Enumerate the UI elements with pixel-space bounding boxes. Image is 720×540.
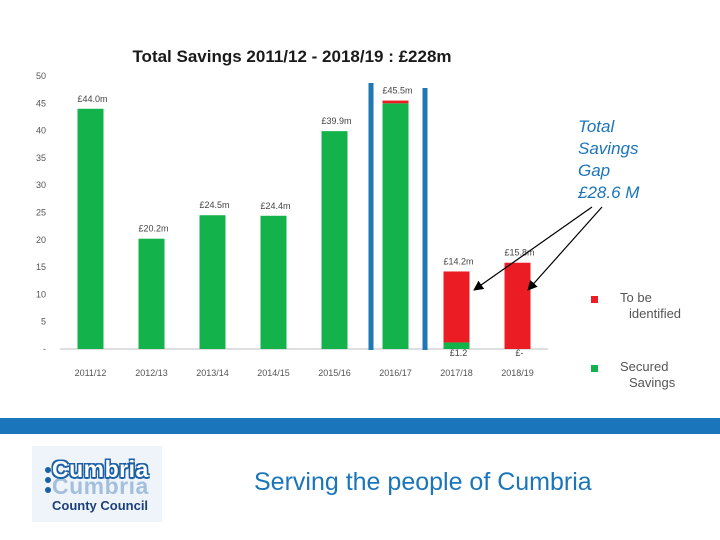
footer-tagline: Serving the people of Cumbria bbox=[254, 468, 592, 496]
logo-mark-icon bbox=[45, 467, 51, 493]
y-tick-label: 5 bbox=[41, 317, 46, 327]
x-tick-label: 2018/19 bbox=[501, 368, 534, 378]
y-tick-label: 15 bbox=[36, 262, 46, 272]
x-tick-label: 2012/13 bbox=[135, 368, 168, 378]
chart-title: Total Savings 2011/12 - 2018/19 : £228m bbox=[132, 47, 451, 66]
secured-data-label: £1.2 bbox=[450, 348, 468, 358]
logo-subtitle: County Council bbox=[52, 498, 149, 513]
council-logo: Cumbria Cumbria County Council bbox=[32, 446, 162, 522]
chart: Total Savings 2011/12 - 2018/19 : £228m … bbox=[36, 47, 681, 390]
y-tick-label: 45 bbox=[36, 98, 46, 108]
annotation-line: Savings bbox=[578, 139, 639, 158]
bar-secured-2013-14 bbox=[199, 215, 226, 349]
total-data-label: £20.2m bbox=[138, 224, 168, 234]
annotation-arrow-2017 bbox=[473, 206, 593, 291]
legend-label: To be identified bbox=[620, 290, 681, 321]
total-data-label: £24.5m bbox=[199, 200, 229, 210]
logo-wordmark-reflection: Cumbria bbox=[52, 473, 149, 499]
annotation-line: Gap bbox=[578, 161, 610, 180]
bar-to-be-identified-2018-19 bbox=[504, 262, 531, 349]
y-axis: - 5 10 15 20 25 30 35 40 45 50 bbox=[36, 71, 548, 354]
x-tick-label: 2013/14 bbox=[196, 368, 229, 378]
bar-group: £44.0m £20.2m £24.5m £24.4m £39.9m £45.5m £14.… bbox=[77, 86, 534, 358]
total-data-label: £14.2m bbox=[443, 256, 473, 266]
y-tick-label: - bbox=[43, 344, 46, 354]
y-tick-label: 35 bbox=[36, 153, 46, 163]
annotation-arrow-2018 bbox=[527, 206, 603, 291]
total-data-label: £15.8m bbox=[504, 248, 534, 258]
annotation-line: £28.6 M bbox=[577, 183, 640, 202]
total-data-label: £45.5m bbox=[382, 86, 412, 96]
y-tick-label: 25 bbox=[36, 208, 46, 218]
bar-secured-2012-13 bbox=[138, 238, 165, 349]
bar-secured-2015-16 bbox=[321, 131, 348, 349]
y-tick-label: 20 bbox=[36, 235, 46, 245]
x-axis: 2011/12 2012/13 2013/14 2014/15 2015/16 2016/… bbox=[75, 368, 534, 378]
bar-to-be-identified-2016-17 bbox=[382, 100, 409, 104]
legend-swatch bbox=[591, 365, 598, 372]
x-tick-label: 2016/17 bbox=[379, 368, 412, 378]
bar-secured-2014-15 bbox=[260, 215, 287, 349]
total-data-label: £44.0m bbox=[77, 94, 107, 104]
bar-secured-2011-12 bbox=[77, 108, 104, 349]
legend-swatch bbox=[591, 296, 598, 303]
y-tick-label: 30 bbox=[36, 180, 46, 190]
bar-secured-2016-17 bbox=[382, 103, 409, 349]
annotation-line: Total bbox=[578, 117, 615, 136]
logo-wordmark: Cumbria bbox=[52, 456, 149, 482]
y-tick-label: 10 bbox=[36, 289, 46, 299]
secured-data-label: £- bbox=[515, 348, 523, 358]
total-data-label: £24.4m bbox=[260, 201, 290, 211]
x-tick-label: 2015/16 bbox=[318, 368, 351, 378]
savings-gap-annotation: Total Savings Gap £28.6 M bbox=[577, 117, 640, 202]
y-tick-label: 40 bbox=[36, 126, 46, 136]
x-tick-label: 2011/12 bbox=[75, 368, 107, 378]
bar-to-be-identified-2017-18 bbox=[443, 271, 470, 343]
y-tick-label: 50 bbox=[36, 71, 46, 81]
x-tick-label: 2014/15 bbox=[257, 368, 290, 378]
legend: To be identified Secured Savings bbox=[591, 290, 681, 390]
bar-secured-2017-18 bbox=[443, 342, 470, 349]
footer-bar bbox=[0, 418, 720, 434]
total-data-label: £39.9m bbox=[321, 116, 351, 126]
x-tick-label: 2017/18 bbox=[440, 368, 473, 378]
legend-label: Secured Savings bbox=[620, 359, 676, 390]
